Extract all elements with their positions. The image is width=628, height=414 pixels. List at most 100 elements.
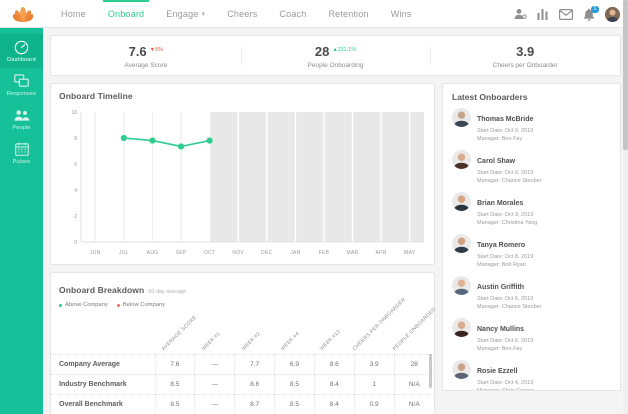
avatar [452,234,471,253]
sidebar-item-responses[interactable]: Responses [0,68,43,102]
cell: — [194,354,235,375]
legend-dot-icon [59,303,62,307]
breakdown-header: Onboard Breakdown 90 day average [51,280,434,298]
table-row[interactable]: Industry Benchmark 8.5 — 8.6 8.5 8.4 1 N… [51,374,434,395]
scroll-up-arrow-icon[interactable]: ▲ [428,354,433,358]
onboarder-name: Carol Shaw [477,158,516,165]
list-item[interactable]: Brian Morales Start Date: Oct 9, 2019 Mana… [452,192,620,227]
cell: 7.7 [234,354,275,375]
onboarder-manager: Manager: Ben Fay [477,346,523,352]
svg-text:2: 2 [74,214,77,220]
breakdown-table-scrollbar[interactable]: ▲ [428,354,433,412]
top-nav-icon-group: 1 [513,0,620,28]
onboarder-manager: Manager: Bob Ryan [477,262,526,268]
main-content: 7.6 ▼5% Average Score 28 ▲211.1% People On… [43,28,628,414]
svg-text:OCT: OCT [204,250,215,256]
bell-icon[interactable]: 1 [582,6,599,21]
sidebar-item-dashboard[interactable]: Dashboard [0,34,43,68]
cell: — [194,374,235,395]
onboarder-name: Thomas McBride [477,116,534,123]
nav-label: Home [61,8,86,19]
column-header-week-12: WEEK #12 [318,328,342,352]
delta-arrow-down-icon: ▼ [149,46,156,53]
svg-text:JAN: JAN [290,250,300,256]
onboarder-start-date: Start Date: Oct 6, 2019 [477,295,534,302]
onboarder-name: Austin Griffith [477,284,525,291]
right-column: Latest Onboarders Thomas McBride Start Da… [442,83,621,414]
lotus-logo[interactable] [6,6,40,22]
kpi-value: 3.9 [516,43,535,59]
list-item[interactable]: Carol Shaw Start Date: Oct 9, 2019 Manager… [452,150,620,185]
onboarder-list: Thomas McBride Start Date: Oct 9, 2019 Man… [452,108,620,391]
sidebar-item-people[interactable]: People [0,102,43,136]
nav-item-coach[interactable]: Coach [268,0,317,28]
cell: 8.4 [313,394,355,414]
breakdown-table-scroll[interactable]: Company Average 7.6 — 7.7 6.9 8.6 3.9 28 [51,354,434,414]
sidebar-item-pulses[interactable]: Pulses [0,136,43,170]
chat-icon [14,73,30,89]
list-item[interactable]: Austin Griffith Start Date: Oct 6, 2019 Ma… [452,276,620,311]
onboard-timeline-chart: 0 2 4 6 8 10 JUN JUL AUG SEP OCT NOV DEC JAN FEB MAR APR… [59,108,426,260]
card-title: Onboard Timeline [59,91,133,101]
svg-text:0: 0 [74,240,77,246]
onboarder-manager: Manager: Ben Fay [477,136,523,142]
list-item[interactable]: Tanya Romero Start Date: Oct 8, 2019 Manag… [452,234,620,269]
nav-label: Onboard [107,8,145,19]
latest-onboarders-card: Latest Onboarders Thomas McBride Start Da… [442,83,621,391]
nav-item-home[interactable]: Home [50,0,97,28]
cell: 8.6 [234,374,275,395]
cell: 8.7 [234,394,275,414]
mail-icon[interactable] [559,7,573,21]
kpi-summary-card: 7.6 ▼5% Average Score 28 ▲211.1% People On… [50,35,621,76]
legend-dot-icon [116,303,120,307]
sidebar-item-label: Responses [6,91,37,97]
list-item[interactable]: Rosie Ezzell Start Date: Oct 4, 2019 Manag… [452,360,620,391]
nav-item-retention[interactable]: Retention [317,0,379,28]
card-subtitle: 90 day average [148,289,187,295]
page-scrollbar[interactable] [623,0,628,414]
table-row[interactable]: Company Average 7.6 — 7.7 6.9 8.6 3.9 28 [51,354,434,375]
row-label: Company Average [51,354,155,375]
list-item[interactable]: Thomas McBride Start Date: Oct 9, 2019 Man… [452,108,620,143]
cell: 8.6 [313,354,355,375]
column-header-week-2: WEEK #2 [240,330,262,352]
page-scrollbar-thumb[interactable] [623,0,628,150]
nav-item-onboard[interactable]: Onboard [97,0,155,28]
list-item[interactable]: Nancy Mullins Start Date: Oct 6, 2019 Mana… [452,318,620,353]
scrollbar-thumb[interactable] [429,356,432,388]
row-label: Industry Benchmark [51,374,155,395]
bar-chart-icon[interactable] [536,7,550,21]
onboarder-manager: Manager: Chris Cooper [477,388,535,391]
onboarder-start-date: Start Date: Oct 8, 2019 [477,253,534,260]
cell: 8.5 [154,374,195,395]
nav-label: Engage [166,8,199,19]
cell: N/A [393,394,434,414]
kpi-delta: ▲211.1% [332,47,356,53]
kpi-cheers-per-onboarder: 3.9 Cheers per Onboarder [430,43,620,69]
delta-value: 5% [155,46,164,53]
cell: — [194,394,235,414]
nav-item-engage[interactable]: Engage ▾ [155,0,216,28]
cell: 3.9 [353,354,395,375]
nav-item-cheers[interactable]: Cheers [216,0,268,28]
onboarder-name: Tanya Romero [477,242,526,249]
delta-value: 211.1% [337,46,357,53]
add-user-icon[interactable] [513,7,527,21]
column-header-people-onboarded: PEOPLE ONBOARDED [391,306,438,352]
cell: 0.9 [353,394,395,414]
cell: 6.9 [274,354,315,375]
avatar [452,318,471,337]
nav-item-wins[interactable]: Wins [380,0,423,28]
svg-text:NOV: NOV [232,250,244,256]
breakdown-column-headers: AVERAGE SCORE WEEK #1 WEEK #2 WEEK #4 WE… [51,297,438,354]
card-title: Latest Onboarders [452,92,528,102]
table-row[interactable]: Overall Benchmark 8.5 — 8.7 8.5 8.4 0.9 … [51,394,434,414]
svg-text:JUN: JUN [90,250,101,256]
svg-text:MAR: MAR [347,250,359,256]
nav-label: Retention [328,8,369,19]
breakdown-legend: Above Company Below Company [51,302,434,308]
avatar[interactable] [605,6,620,22]
sidebar-item-label: Pulses [12,159,31,165]
people-icon [13,107,30,123]
legend-label: Above Company [65,302,108,308]
